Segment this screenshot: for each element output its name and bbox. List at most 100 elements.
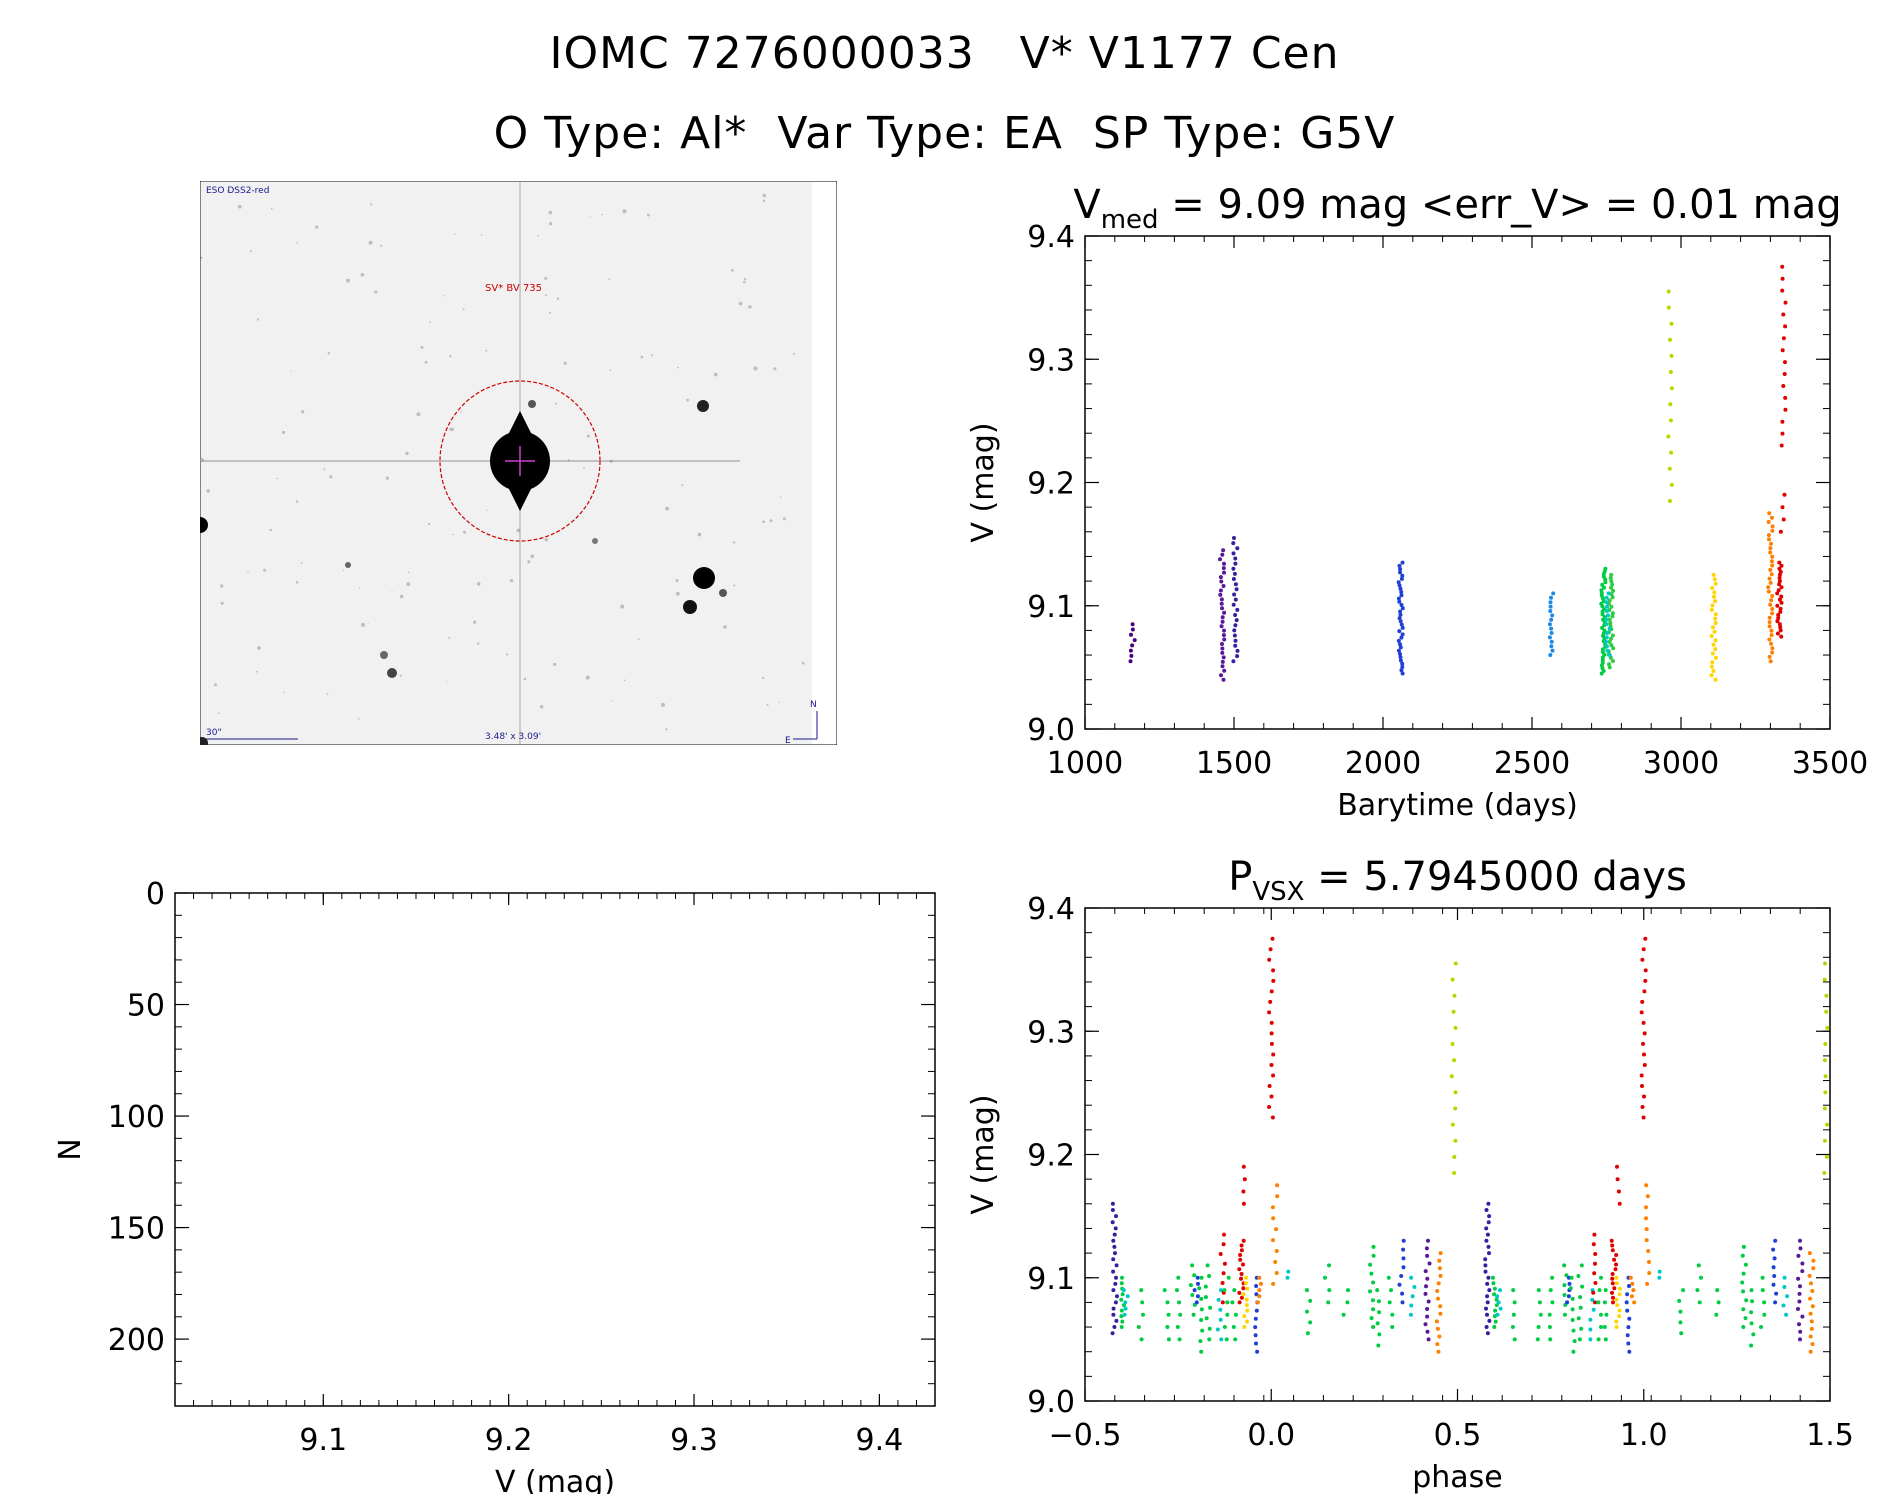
target-label: SV* BV 735 [485, 283, 542, 294]
data-point [1207, 1274, 1212, 1278]
data-point [1711, 642, 1716, 647]
data-point [1779, 594, 1784, 599]
data-point [1452, 1171, 1457, 1175]
data-point [1602, 628, 1607, 633]
sky-speck [778, 701, 780, 703]
data-point [1244, 1297, 1249, 1302]
data-point [1713, 612, 1718, 617]
x-axis-label: V (mag) [495, 1465, 615, 1494]
data-point [1607, 598, 1612, 603]
data-point [1400, 573, 1405, 578]
sky-speck [485, 509, 488, 512]
data-point [1435, 1289, 1440, 1293]
data-point [1626, 1275, 1631, 1280]
page-title: IOMC 7276000033 V* V1177 Cen [549, 28, 1340, 79]
data-point [1713, 647, 1718, 652]
sky-speck [516, 528, 521, 533]
data-point [1629, 1294, 1634, 1299]
data-point [1450, 977, 1455, 982]
sky-speck [553, 662, 557, 666]
data-point [1215, 1327, 1220, 1332]
data-point [1485, 1300, 1490, 1305]
data-point [1808, 1311, 1813, 1316]
data-point [1219, 601, 1224, 606]
data-point [1512, 1337, 1517, 1342]
data-point [1668, 402, 1673, 407]
data-point [1547, 1312, 1552, 1317]
data-point [1400, 625, 1405, 630]
data-point [1781, 384, 1786, 388]
sky-speck [675, 579, 679, 582]
x-tick-label: 1000 [1047, 746, 1123, 781]
data-point [1257, 1294, 1262, 1299]
data-point [1387, 1300, 1392, 1305]
data-point [1610, 1248, 1615, 1253]
data-point [1798, 1238, 1802, 1243]
sky-speck [380, 244, 383, 247]
data-point [1610, 595, 1615, 600]
y-tick-label: 9.4 [1027, 220, 1075, 255]
data-point [1425, 1253, 1430, 1258]
data-point [1453, 1106, 1458, 1111]
sky-speck [420, 345, 424, 349]
data-point [1493, 1319, 1498, 1324]
data-point [1798, 1284, 1802, 1289]
data-point [1578, 1295, 1583, 1300]
sky-speck [405, 451, 409, 455]
sky-speck [801, 661, 805, 665]
data-point [1115, 1294, 1119, 1299]
data-point [1199, 1296, 1204, 1301]
data-point [1233, 638, 1238, 643]
chart-title: Vmed = 9.09 mag <err_V> = 0.01 mag [1073, 182, 1841, 235]
data-point [1562, 1263, 1567, 1268]
data-point [1644, 1238, 1649, 1243]
data-point [1219, 673, 1223, 678]
data-point [1614, 1319, 1619, 1324]
sky-speck [361, 622, 365, 627]
sky-speck [214, 683, 218, 687]
data-point [1611, 1295, 1615, 1300]
data-point [1423, 1291, 1428, 1296]
data-point [1679, 1331, 1684, 1336]
data-point [1241, 1262, 1245, 1267]
fov-label: 3.48' x 3.09' [485, 732, 541, 742]
data-point [1593, 1252, 1598, 1256]
data-point [1644, 1227, 1649, 1232]
sky-speck [463, 530, 466, 534]
sky-speck [462, 308, 465, 311]
data-point [1241, 1164, 1246, 1169]
data-point [1600, 625, 1605, 630]
data-point [1371, 1253, 1376, 1258]
data-point [1824, 1009, 1829, 1014]
data-point [1562, 1312, 1567, 1317]
data-point [1640, 1105, 1645, 1109]
sky-speck [622, 209, 627, 214]
y-tick-label: 9.3 [1027, 1015, 1075, 1050]
data-point [1427, 1261, 1432, 1266]
data-point [1627, 1349, 1632, 1354]
data-point [1666, 305, 1671, 310]
data-point [1601, 574, 1606, 579]
data-point [1220, 664, 1225, 669]
data-point [1666, 289, 1671, 294]
data-point [1232, 633, 1237, 638]
data-point [1781, 312, 1786, 317]
data-point [1610, 1281, 1615, 1286]
data-point [1273, 1260, 1278, 1264]
data-point [1269, 1063, 1274, 1067]
data-point [1578, 1305, 1583, 1310]
data-point [1218, 575, 1223, 580]
data-point [1610, 1272, 1615, 1276]
data-point [1258, 1281, 1263, 1286]
data-point [1175, 1288, 1179, 1293]
data-point [1601, 633, 1606, 638]
sky-speck [608, 278, 610, 280]
data-point [1110, 1208, 1115, 1212]
x-tick-label: 1.0 [1620, 1418, 1668, 1453]
data-point [1199, 1307, 1204, 1312]
data-point [1239, 1248, 1244, 1253]
data-point [1123, 1300, 1128, 1305]
data-point [1783, 407, 1788, 412]
data-point [1766, 533, 1771, 538]
y-tick-label: 9.3 [1027, 343, 1075, 378]
